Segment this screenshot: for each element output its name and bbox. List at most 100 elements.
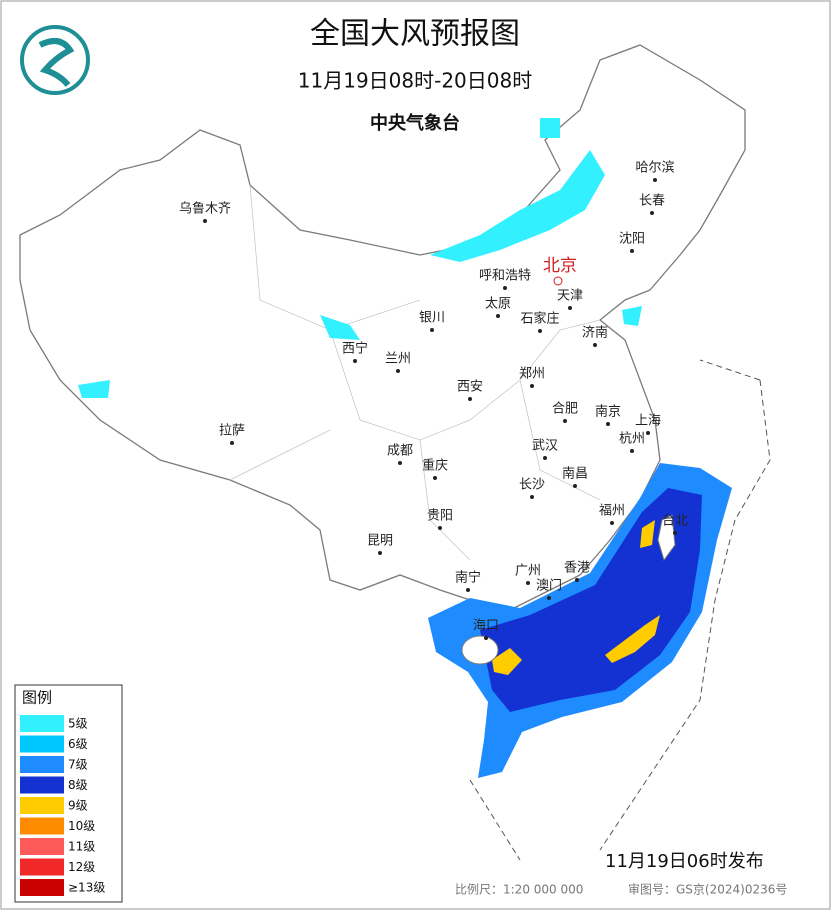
capital-label: 北京 <box>543 256 577 276</box>
city-label: 成都 <box>387 444 413 459</box>
city-dot <box>606 422 610 426</box>
city-label: 南京 <box>595 404 621 420</box>
capital-marker <box>553 276 563 286</box>
legend-label: 10级 <box>68 819 95 833</box>
legend-label: ≥13级 <box>68 881 105 895</box>
city-dot <box>673 531 677 535</box>
city-label: 海口 <box>473 619 499 634</box>
city-label: 长沙 <box>519 478 545 493</box>
city-label: 广州 <box>515 564 541 579</box>
city-label: 乌鲁木齐 <box>179 201 231 217</box>
city-dot <box>378 551 382 555</box>
city-dot <box>496 314 500 318</box>
city-label: 武汉 <box>532 439 558 454</box>
city-dot <box>396 369 400 373</box>
taiwan-island <box>657 514 676 562</box>
city-dot <box>563 419 567 423</box>
map-scale: 比例尺：1:20 000 000 <box>455 883 583 897</box>
province-lines <box>229 184 601 561</box>
legend-swatch <box>20 858 64 876</box>
city-dot <box>568 306 572 310</box>
city-dot <box>398 461 402 465</box>
sea-boundary <box>469 359 771 861</box>
legend-swatch <box>20 756 64 773</box>
city-dot <box>530 495 534 499</box>
city-dot <box>526 581 530 585</box>
city-dot <box>438 526 442 530</box>
city-dot <box>646 431 650 435</box>
city-label: 福州 <box>599 504 625 519</box>
city-dot <box>530 384 534 388</box>
city-dot <box>538 329 542 333</box>
city-label: 澳门 <box>536 578 562 594</box>
city-dot <box>573 484 577 488</box>
city-label: 西安 <box>457 380 483 395</box>
legend-label: 8级 <box>68 778 88 792</box>
legend-swatch <box>20 817 64 835</box>
legend-label: 6级 <box>68 737 88 751</box>
legend-swatch <box>20 879 64 896</box>
city-label: 香港 <box>564 561 590 576</box>
city-dot <box>575 578 579 582</box>
legend-swatch <box>20 735 64 753</box>
city-label: 西宁 <box>342 341 368 357</box>
legend-swatch <box>20 776 64 794</box>
wind-area-yellow <box>492 520 660 675</box>
city-dot <box>466 588 470 592</box>
legend-label: 5级 <box>68 717 88 731</box>
logo-mark <box>38 38 75 87</box>
legend-swatch <box>20 715 64 732</box>
legend-title: 图例 <box>22 689 52 707</box>
legend-label: 9级 <box>68 799 88 813</box>
issuer: 中央气象台 <box>370 112 460 134</box>
city-dot <box>503 286 507 290</box>
city-label: 沈阳 <box>619 232 645 247</box>
city-label: 上海 <box>635 414 661 429</box>
city-label: 长春 <box>639 194 665 209</box>
city-label: 呼和浩特 <box>479 269 531 284</box>
legend-swatch <box>20 797 64 814</box>
city-dot <box>630 249 634 253</box>
city-dot <box>630 449 634 453</box>
title: 全国大风预报图 <box>310 17 520 52</box>
city-dot <box>593 343 597 347</box>
city-dot <box>653 178 657 182</box>
legend-label: 11级 <box>68 840 95 854</box>
hainan-island <box>461 635 499 665</box>
city-label: 南昌 <box>562 466 588 482</box>
legend-items: 5级 6级 7级 8级 9级 10级 11级 12级 ≥13级 <box>20 715 105 896</box>
legend-swatch <box>20 838 64 855</box>
city-label: 石家庄 <box>520 311 559 327</box>
map-number: 审图号：GS京(2024)0236号 <box>628 882 787 897</box>
city-dot <box>543 456 547 460</box>
city-dot <box>484 636 488 640</box>
city-label: 银川 <box>419 311 445 326</box>
city-label: 哈尔滨 <box>635 160 674 176</box>
subtitle: 11月19日08时-20日08时 <box>298 69 532 93</box>
city-dot <box>353 359 357 363</box>
city-dot <box>547 596 551 600</box>
city-dot <box>433 476 437 480</box>
city-label: 贵阳 <box>427 509 453 524</box>
city-label: 济南 <box>582 325 608 341</box>
city-label: 重庆 <box>422 458 448 474</box>
city-label: 南宁 <box>455 570 481 586</box>
issued-time: 11月19日06时发布 <box>605 851 764 872</box>
city-label: 昆明 <box>367 534 393 549</box>
city-dot <box>650 211 654 215</box>
city-label: 兰州 <box>385 352 411 367</box>
city-label: 杭州 <box>619 432 645 447</box>
city-label: 拉萨 <box>219 424 245 439</box>
city-dot <box>430 328 434 332</box>
legend-label: 12级 <box>68 860 95 874</box>
city-label: 台北 <box>662 514 688 529</box>
city-label: 郑州 <box>519 367 545 382</box>
legend-label: 7级 <box>68 758 88 772</box>
city-label: 天津 <box>557 289 583 304</box>
city-dot <box>610 521 614 525</box>
city-label: 太原 <box>485 297 511 312</box>
city-dot <box>203 219 207 223</box>
